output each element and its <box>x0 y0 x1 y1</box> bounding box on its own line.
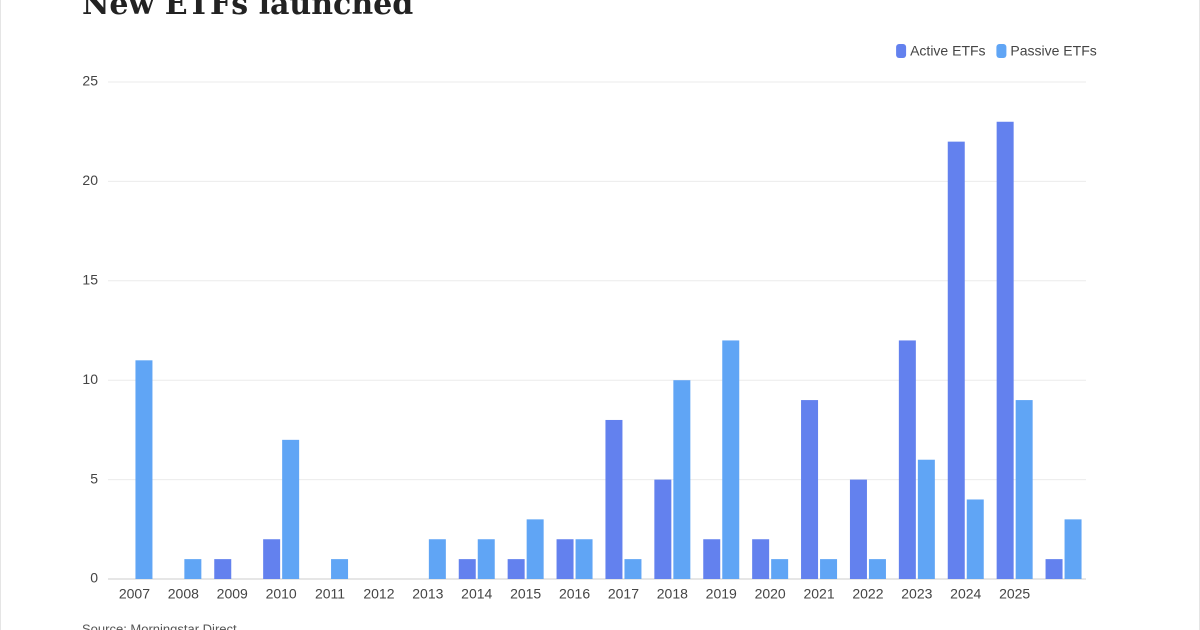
y-tick-label: 15 <box>82 272 98 288</box>
bar <box>575 539 593 579</box>
bar <box>820 559 838 579</box>
bar <box>703 539 721 579</box>
bar <box>1064 519 1082 579</box>
bar <box>849 479 867 579</box>
bar <box>331 559 349 579</box>
x-tick-label: 2017 <box>608 586 639 602</box>
y-tick-label: 0 <box>90 570 98 586</box>
x-tick-label: 2012 <box>363 586 394 602</box>
x-tick-label: 2021 <box>803 586 834 602</box>
y-tick-label: 5 <box>90 470 98 486</box>
y-tick-label: 10 <box>82 371 98 387</box>
x-tick-label: 2024 <box>950 586 981 602</box>
bar <box>673 380 691 579</box>
bar <box>1045 559 1063 579</box>
chart-title: New ETFs launched <box>82 0 413 22</box>
bar <box>135 360 153 579</box>
bar <box>458 559 476 579</box>
bar <box>801 400 819 579</box>
bar <box>477 539 495 579</box>
bar <box>996 121 1014 579</box>
bar <box>624 559 642 579</box>
bar <box>428 539 446 579</box>
y-tick-label: 20 <box>82 172 98 188</box>
bar <box>771 559 789 579</box>
bar <box>184 559 202 579</box>
legend-label: Passive ETFs <box>1010 43 1096 59</box>
bar <box>526 519 544 579</box>
x-tick-label: 2015 <box>510 586 541 602</box>
bar <box>752 539 770 579</box>
y-tick-label: 25 <box>82 73 98 89</box>
bar <box>556 539 574 579</box>
bar <box>507 559 525 579</box>
x-tick-label: 2025 <box>999 586 1030 602</box>
bar <box>868 559 886 579</box>
bar <box>214 559 232 579</box>
source: Source: Morningstar Direct <box>82 621 237 630</box>
x-tick-label: 2007 <box>119 586 150 602</box>
bar <box>282 439 300 579</box>
x-tick-label: 2010 <box>266 586 297 602</box>
x-tick-label: 2019 <box>706 586 737 602</box>
bar <box>898 340 916 579</box>
bar <box>722 340 740 579</box>
bar <box>654 479 672 579</box>
bar <box>966 499 984 579</box>
x-tick-label: 2014 <box>461 586 492 602</box>
x-tick-label: 2009 <box>217 586 248 602</box>
x-tick-label: 2013 <box>412 586 443 602</box>
x-tick-label: 2023 <box>901 586 932 602</box>
bar <box>263 539 281 579</box>
x-tick-label: 2020 <box>755 586 786 602</box>
bar <box>1015 400 1033 579</box>
x-tick-label: 2011 <box>315 586 345 602</box>
bar <box>605 419 623 579</box>
legend-label: Active ETFs <box>910 43 985 59</box>
legend-swatch <box>896 44 907 58</box>
x-tick-label: 2008 <box>168 586 199 602</box>
x-tick-label: 2018 <box>657 586 688 602</box>
bar <box>947 141 965 579</box>
x-tick-label: 2022 <box>852 586 883 602</box>
x-tick-label: 2016 <box>559 586 590 602</box>
bar <box>917 459 935 579</box>
legend-swatch <box>996 44 1007 58</box>
